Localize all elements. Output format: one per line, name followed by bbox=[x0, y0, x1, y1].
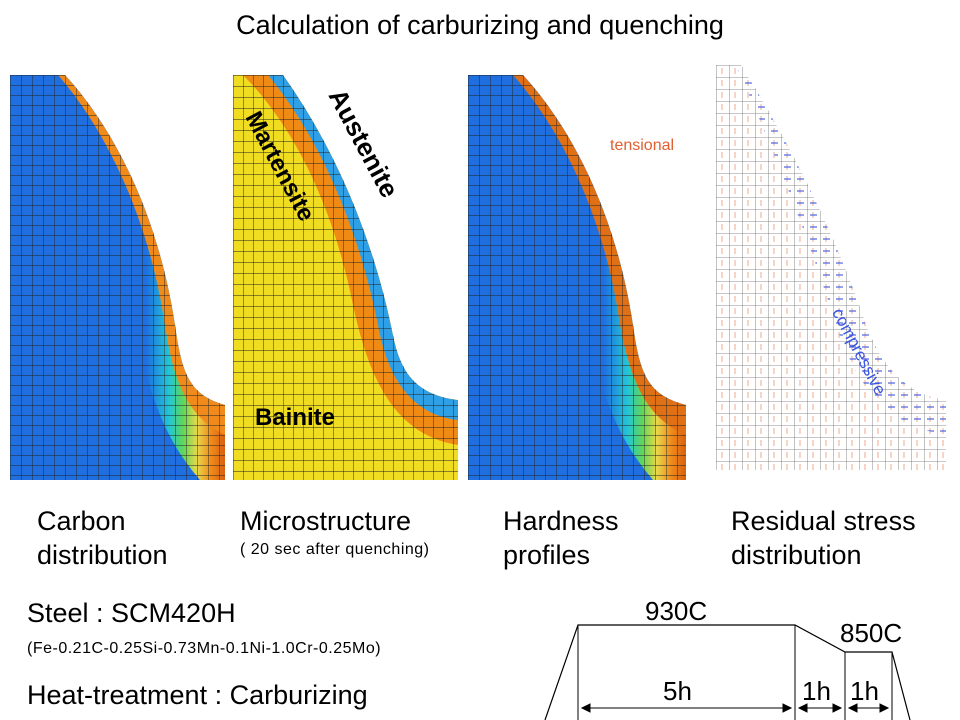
microstructure-caption: Microstructure ( 20 sec after quenching) bbox=[240, 506, 430, 558]
temp-930-label: 930C bbox=[645, 596, 707, 626]
duration-1h-label-1: 1h bbox=[802, 676, 831, 706]
bainite-label: Bainite bbox=[255, 404, 335, 431]
duration-1h-label-2: 1h bbox=[850, 676, 879, 706]
duration-5h-label: 5h bbox=[663, 676, 692, 706]
hardness-caption: Hardness profiles bbox=[503, 506, 619, 570]
microstructure-panel: Austenite Martensite Bainite bbox=[233, 75, 458, 480]
page-title: Calculation of carburizing and quenching bbox=[236, 10, 724, 40]
heat-schedule-diagram: 930C 850C 5h 1h 1h bbox=[544, 596, 911, 720]
hardness-profiles-panel bbox=[468, 75, 686, 480]
carbon-caption: Carbon distribution bbox=[37, 506, 168, 570]
temperature-profile-line bbox=[544, 624, 911, 720]
steel-name: Steel : SCM420H bbox=[27, 598, 236, 628]
residual-stress-caption: Residual stress distribution bbox=[731, 506, 916, 570]
heat-treatment: Heat-treatment : Carburizing bbox=[27, 680, 368, 710]
carbon-distribution-panel bbox=[10, 75, 225, 480]
tensional-label: tensional bbox=[610, 137, 675, 154]
steel-composition: (Fe-0.21C-0.25Si-0.73Mn-0.1Ni-1.0Cr-0.25… bbox=[27, 640, 382, 657]
temp-850-label: 850C bbox=[840, 618, 902, 648]
residual-stress-panel bbox=[716, 65, 946, 470]
